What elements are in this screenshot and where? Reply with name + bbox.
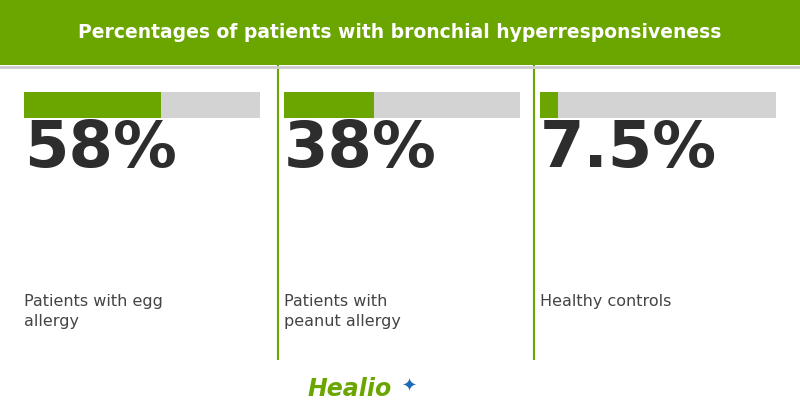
Bar bbox=[24, 92, 161, 118]
Bar bbox=[540, 92, 558, 118]
Text: 7.5%: 7.5% bbox=[540, 118, 717, 180]
Text: 58%: 58% bbox=[24, 118, 177, 180]
Text: 38%: 38% bbox=[284, 118, 437, 180]
Bar bbox=[540, 92, 776, 118]
Bar bbox=[0, 0, 800, 65]
Bar bbox=[284, 92, 520, 118]
Text: Healthy controls: Healthy controls bbox=[540, 294, 671, 309]
Text: ✦: ✦ bbox=[402, 378, 417, 395]
Text: Patients with
peanut allergy: Patients with peanut allergy bbox=[284, 294, 401, 329]
Text: Healio: Healio bbox=[308, 376, 392, 401]
Text: Percentages of patients with bronchial hyperresponsiveness: Percentages of patients with bronchial h… bbox=[78, 23, 722, 42]
Bar bbox=[284, 92, 374, 118]
Text: Patients with egg
allergy: Patients with egg allergy bbox=[24, 294, 163, 329]
Bar bbox=[24, 92, 260, 118]
